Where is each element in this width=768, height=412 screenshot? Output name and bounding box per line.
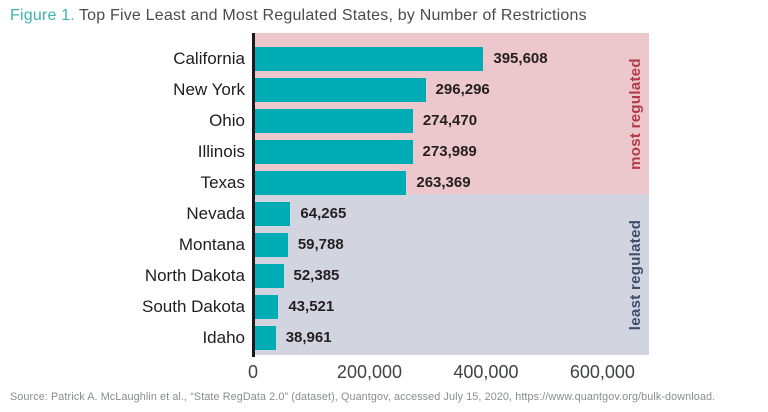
bar: [253, 109, 413, 133]
chart-row-illinois: Illinois 273,989: [0, 137, 768, 168]
bar: [253, 78, 426, 102]
source-note: Source: Patrick A. McLaughlin et al., “S…: [10, 391, 716, 403]
category-label: Ohio: [209, 111, 245, 130]
x-tick-label: 200,000: [336, 362, 403, 382]
bar-chart: most regulated least regulated California…: [0, 33, 768, 393]
bar: [253, 47, 484, 71]
chart-row-california: California 395,608: [0, 44, 768, 75]
value-label: 59,788: [297, 236, 344, 253]
bar: [253, 326, 276, 350]
chart-row-nevada: Nevada 64,265: [0, 199, 768, 230]
category-label: Nevada: [186, 204, 245, 223]
bar: [253, 140, 413, 164]
region-least-regulated: least regulated: [253, 194, 649, 355]
chart-row-south-dakota: South Dakota 43,521: [0, 292, 768, 323]
figure-title: Figure 1. Top Five Least and Most Regulat…: [10, 7, 587, 25]
bar: [253, 202, 291, 226]
x-tick-label: 600,000: [569, 362, 635, 382]
category-label: North Dakota: [144, 266, 245, 285]
category-label: Texas: [200, 173, 245, 192]
chart-row-idaho: Idaho 38,961: [0, 323, 768, 354]
chart-row-new-york: New York 296,296: [0, 75, 768, 106]
value-label: 52,385: [293, 267, 340, 284]
bar: [253, 295, 279, 319]
y-axis-line: [252, 33, 255, 357]
chart-rows: California 395,608 New York 296,296 Ohio 274,…: [0, 44, 768, 354]
category-label: Illinois: [197, 142, 245, 161]
category-label: New York: [173, 80, 245, 99]
figure-number: Figure 1.: [10, 7, 75, 24]
figure-title-text: Top Five Least and Most Regulated States…: [78, 7, 587, 24]
value-label: 43,521: [288, 298, 335, 315]
x-tick-label: 0: [247, 362, 259, 382]
value-label: 64,265: [300, 205, 347, 222]
bar: [253, 171, 407, 195]
value-label: 273,989: [422, 143, 477, 160]
category-label: Montana: [178, 235, 245, 254]
x-axis-ticks: 0 200,000 400,000 600,000: [0, 362, 768, 386]
category-label: South Dakota: [141, 297, 245, 316]
x-tick-label: 400,000: [453, 362, 519, 382]
value-label: 296,296: [435, 81, 490, 98]
bar: [253, 264, 284, 288]
chart-row-north-dakota: North Dakota 52,385: [0, 261, 768, 292]
value-label: 38,961: [285, 329, 332, 346]
chart-row-montana: Montana 59,788: [0, 230, 768, 261]
value-label: 263,369: [416, 174, 471, 191]
bar: [253, 233, 288, 257]
value-label: 274,470: [422, 112, 478, 129]
chart-row-texas: Texas 263,369: [0, 168, 768, 199]
category-label: Idaho: [202, 328, 245, 347]
category-label: California: [173, 49, 245, 68]
chart-row-ohio: Ohio 274,470: [0, 106, 768, 137]
value-label: 395,608: [493, 50, 548, 67]
